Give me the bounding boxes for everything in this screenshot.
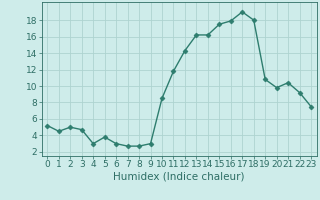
- X-axis label: Humidex (Indice chaleur): Humidex (Indice chaleur): [114, 172, 245, 182]
